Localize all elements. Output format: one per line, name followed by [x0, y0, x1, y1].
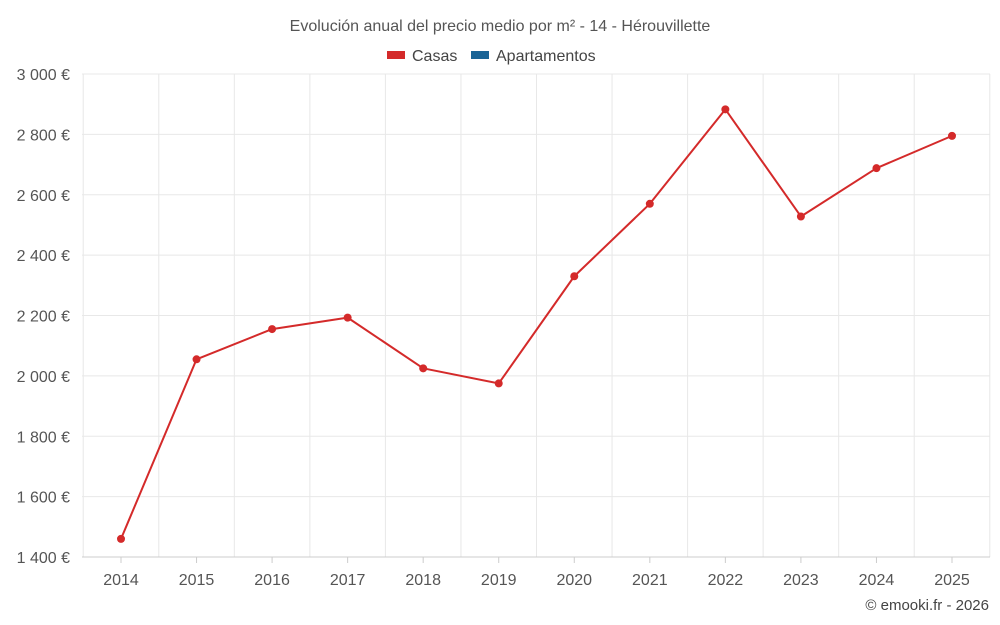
- legend-swatch-casas: [387, 51, 405, 59]
- x-axis-labels: 2014 2015 2016 2017 2018 2019 2020 2021 2022 2023…: [103, 557, 970, 589]
- data-point[interactable]: [796, 212, 805, 221]
- credit-text: © emooki.fr - 2026: [865, 597, 989, 614]
- x-tick-label: 2025: [934, 572, 970, 589]
- data-point[interactable]: [721, 105, 730, 114]
- series-casas: [117, 105, 956, 543]
- series-line: [120, 108, 953, 540]
- y-tick-label: 2 800 €: [17, 127, 70, 144]
- x-gridlines: [82, 74, 991, 557]
- data-point[interactable]: [117, 534, 125, 543]
- legend: Casas Apartamentos: [387, 48, 596, 65]
- x-tick-label: 2021: [632, 572, 668, 589]
- x-tick-label: 2014: [103, 572, 139, 589]
- data-point[interactable]: [570, 272, 579, 281]
- legend-swatch-apartamentos: [471, 51, 489, 59]
- x-tick-label: 2015: [179, 572, 215, 589]
- data-point[interactable]: [872, 164, 881, 173]
- legend-label-casas: Casas: [412, 48, 457, 65]
- data-point[interactable]: [494, 379, 503, 388]
- legend-label-apartamentos: Apartamentos: [496, 48, 596, 65]
- data-point[interactable]: [268, 325, 277, 334]
- y-tick-label: 1 800 €: [17, 429, 70, 446]
- y-tick-label: 1 600 €: [17, 490, 70, 507]
- y-tick-label: 2 400 €: [17, 248, 70, 265]
- x-tick-label: 2016: [254, 572, 290, 589]
- chart-title: Evolución anual del precio medio por m² …: [290, 18, 711, 35]
- y-tick-label: 3 000 €: [17, 67, 70, 84]
- y-tick-label: 2 200 €: [17, 309, 70, 326]
- data-point[interactable]: [343, 313, 352, 322]
- x-tick-label: 2022: [708, 572, 744, 589]
- x-tick-label: 2020: [556, 572, 592, 589]
- data-point[interactable]: [419, 364, 428, 373]
- data-point[interactable]: [948, 131, 956, 140]
- data-point[interactable]: [192, 355, 201, 364]
- x-tick-label: 2017: [330, 572, 366, 589]
- y-axis-labels: 1 400 € 1 600 € 1 800 € 2 000 € 2 200 € 2 400…: [17, 67, 70, 567]
- x-tick-label: 2024: [859, 572, 895, 589]
- legend-item-casas[interactable]: Casas: [387, 48, 457, 65]
- x-tick-label: 2019: [481, 572, 517, 589]
- x-tick-label: 2018: [405, 572, 441, 589]
- y-tick-label: 1 400 €: [17, 550, 70, 567]
- y-tick-label: 2 600 €: [17, 188, 70, 205]
- data-point[interactable]: [645, 199, 654, 208]
- y-tick-label: 2 000 €: [17, 369, 70, 386]
- x-tick-label: 2023: [783, 572, 819, 589]
- legend-item-apartamentos[interactable]: Apartamentos: [471, 48, 596, 65]
